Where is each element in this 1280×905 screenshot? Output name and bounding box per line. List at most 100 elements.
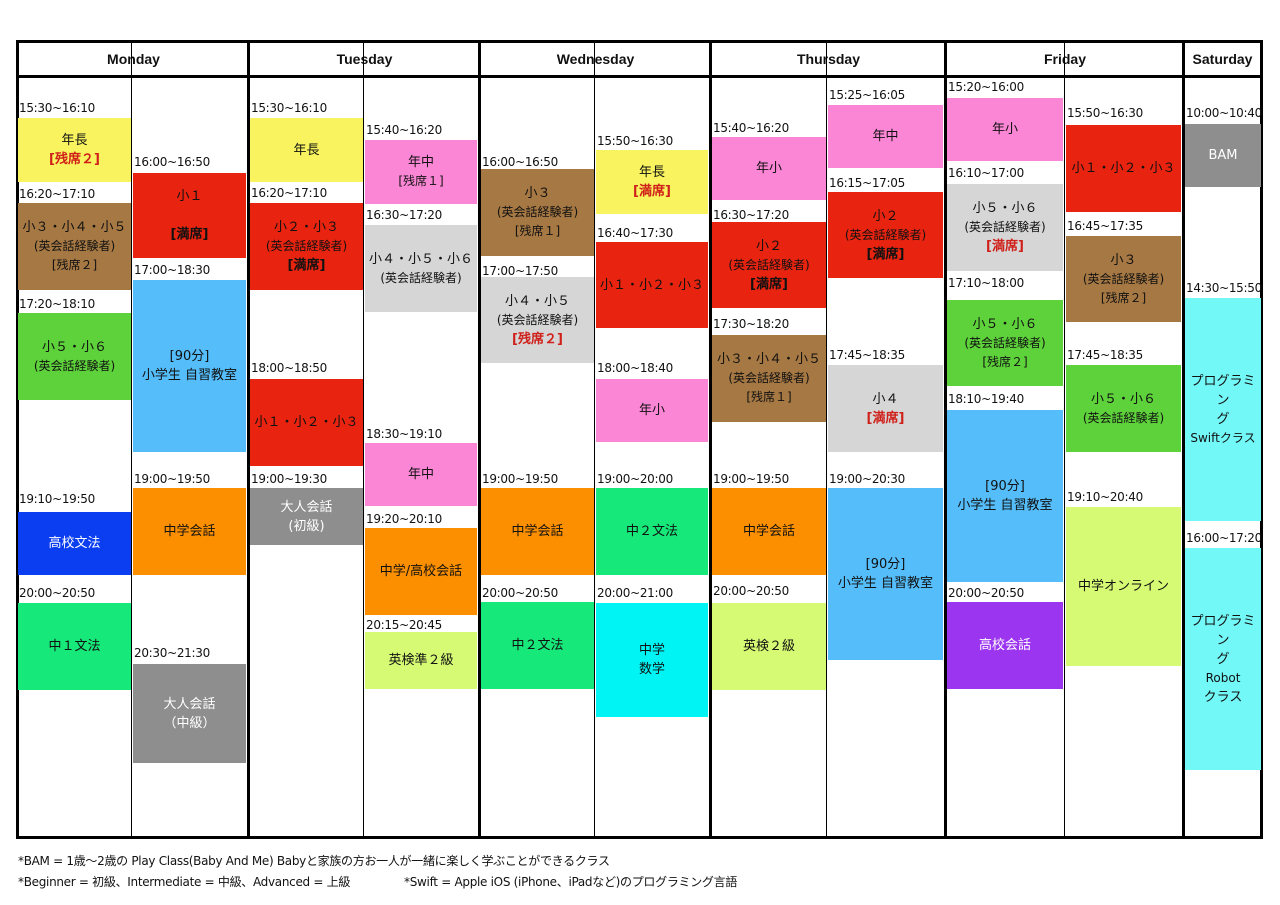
class-block: 小５・小６ (英会話経験者) [満席] xyxy=(947,184,1063,271)
class-label: 小５・小６ xyxy=(41,339,107,355)
day-header-thursday: Thursday xyxy=(796,51,860,67)
slot-time: 16:30~17:20 xyxy=(366,208,442,222)
column-divider xyxy=(1064,40,1065,839)
class-block: 小２ (英会話経験者) [満席] xyxy=(828,192,943,278)
class-label: 小２ xyxy=(872,208,899,224)
class-block: 高校会話 xyxy=(947,602,1063,689)
class-block: 小４ [満席] xyxy=(828,365,943,452)
slot-time: 17:45~18:35 xyxy=(829,348,905,362)
column-divider xyxy=(594,40,595,839)
class-label: 高校会話 xyxy=(978,638,1031,653)
slot-time: 16:20~17:10 xyxy=(251,186,327,200)
day-header-tuesday: Tuesday xyxy=(336,51,393,67)
class-block: 大人会話 （中級） xyxy=(133,664,246,763)
class-label: プログラミン xyxy=(1190,613,1256,648)
slot-time: 15:50~16:30 xyxy=(597,134,673,148)
class-block: 小１・小２・小３ xyxy=(596,242,708,328)
class-label: 小５・小６ xyxy=(972,316,1038,332)
class-label: 大人会話 xyxy=(280,499,333,515)
slot-time: 16:00~16:50 xyxy=(134,155,210,169)
class-block: 高校文法 xyxy=(18,512,131,575)
column-divider xyxy=(131,40,132,839)
class-block: 大人会話 (初級) xyxy=(250,488,363,545)
column-divider xyxy=(247,40,250,839)
class-label: 中学/高校会話 xyxy=(379,564,463,579)
class-label: (英会話経験者) xyxy=(1082,410,1165,425)
slot-time: 16:30~17:20 xyxy=(713,208,789,222)
class-label: 小学生 自習教室 xyxy=(141,368,238,383)
slot-time: 20:00~21:00 xyxy=(597,586,673,600)
slot-time: 16:10~17:00 xyxy=(948,166,1024,180)
footnote-bam: *BAM = 1歳〜2歳の Play Class(Baby And Me) Ba… xyxy=(18,854,610,868)
class-block: 小４・小５ (英会話経験者) [残席２] xyxy=(481,277,594,363)
class-label: 数学 xyxy=(638,662,665,677)
slot-time: 19:00~19:50 xyxy=(482,472,558,486)
class-label: (英会話経験者) xyxy=(496,205,579,219)
slot-time: 19:00~19:30 xyxy=(251,472,327,486)
class-label: 中学会話 xyxy=(742,524,795,539)
class-block: 英検２級 xyxy=(712,603,826,690)
class-label xyxy=(187,206,191,225)
class-label: [満席] xyxy=(633,184,671,199)
class-label: [残席２] xyxy=(51,258,98,272)
slot-time: 10:00~10:40 xyxy=(1186,106,1262,120)
class-block: 年長 [満席] xyxy=(596,150,708,214)
class-label: (英会話経験者) xyxy=(1082,271,1165,286)
class-label: 年中 xyxy=(407,155,434,170)
class-label: グ xyxy=(1216,411,1230,427)
class-block: 小２・小３ (英会話経験者) [満席] xyxy=(250,203,363,290)
class-label: 小１・小２・小３ xyxy=(1071,161,1176,176)
slot-time: 18:00~18:50 xyxy=(251,361,327,375)
column-divider xyxy=(709,40,712,839)
class-block: 年長 xyxy=(250,118,363,182)
slot-time: 15:30~16:10 xyxy=(251,101,327,115)
class-label: [残席２] xyxy=(512,331,563,347)
timetable-grid xyxy=(16,40,1263,839)
slot-time: 17:10~18:00 xyxy=(948,276,1024,290)
slot-time: 19:10~20:40 xyxy=(1067,490,1143,504)
class-label: [残席２] xyxy=(49,152,100,167)
class-block: 年長 [残席２] xyxy=(18,118,131,182)
class-label: 中１文法 xyxy=(48,639,101,654)
class-label: [90分] xyxy=(169,349,210,364)
slot-time: 20:30~21:30 xyxy=(134,646,210,660)
class-label: [満席] xyxy=(287,258,326,273)
class-block: 小３・小４・小５ (英会話経験者) [残席１] xyxy=(712,335,826,422)
class-label: (英会話経験者) xyxy=(33,239,116,253)
class-label: 小学生 自習教室 xyxy=(957,498,1053,513)
slot-time: 16:15~17:05 xyxy=(829,176,905,190)
class-label: [90分] xyxy=(865,557,906,572)
day-header-wednesday: Wednesday xyxy=(556,51,635,67)
class-label: 小４ xyxy=(872,391,899,407)
class-label: [満席] xyxy=(866,410,905,426)
slot-time: 18:10~19:40 xyxy=(948,392,1024,406)
class-block: 中学会話 xyxy=(133,488,246,575)
class-label: [満席] xyxy=(986,239,1024,254)
class-label: 英検準２級 xyxy=(388,653,454,668)
class-label: 小５・小６ xyxy=(1090,391,1156,407)
class-label: プログラミン xyxy=(1190,373,1256,408)
class-label: 年小 xyxy=(638,403,665,418)
class-label: 中学会話 xyxy=(163,524,216,539)
class-label: (英会話経験者) xyxy=(728,371,810,385)
class-label: 年小 xyxy=(755,161,782,176)
class-label: 小学生 自習教室 xyxy=(837,576,934,591)
class-label: [残席１] xyxy=(514,224,561,238)
class-block: 中学 数学 xyxy=(596,603,708,717)
day-header-friday: Friday xyxy=(947,43,1183,75)
class-block: 年中 xyxy=(365,443,477,506)
slot-time: 16:00~16:50 xyxy=(482,155,558,169)
class-label: [満席] xyxy=(866,246,905,262)
slot-time: 17:20~18:10 xyxy=(19,297,95,311)
class-block: 小２ (英会話経験者) [満席] xyxy=(712,222,826,308)
slot-time: 19:00~20:00 xyxy=(597,472,673,486)
slot-time: 15:30~16:10 xyxy=(19,101,95,115)
class-block: 小３ (英会話経験者) [残席２] xyxy=(1066,236,1181,322)
class-label: 小１・小２・小３ xyxy=(254,415,359,430)
class-label: 年長 xyxy=(638,165,665,180)
class-label: 小３・小４・小５ xyxy=(22,220,127,235)
class-block: 英検準２級 xyxy=(365,632,477,689)
slot-time: 19:20~20:10 xyxy=(366,512,442,526)
class-label: [満席] xyxy=(750,276,788,292)
class-label: [満席] xyxy=(170,227,209,242)
